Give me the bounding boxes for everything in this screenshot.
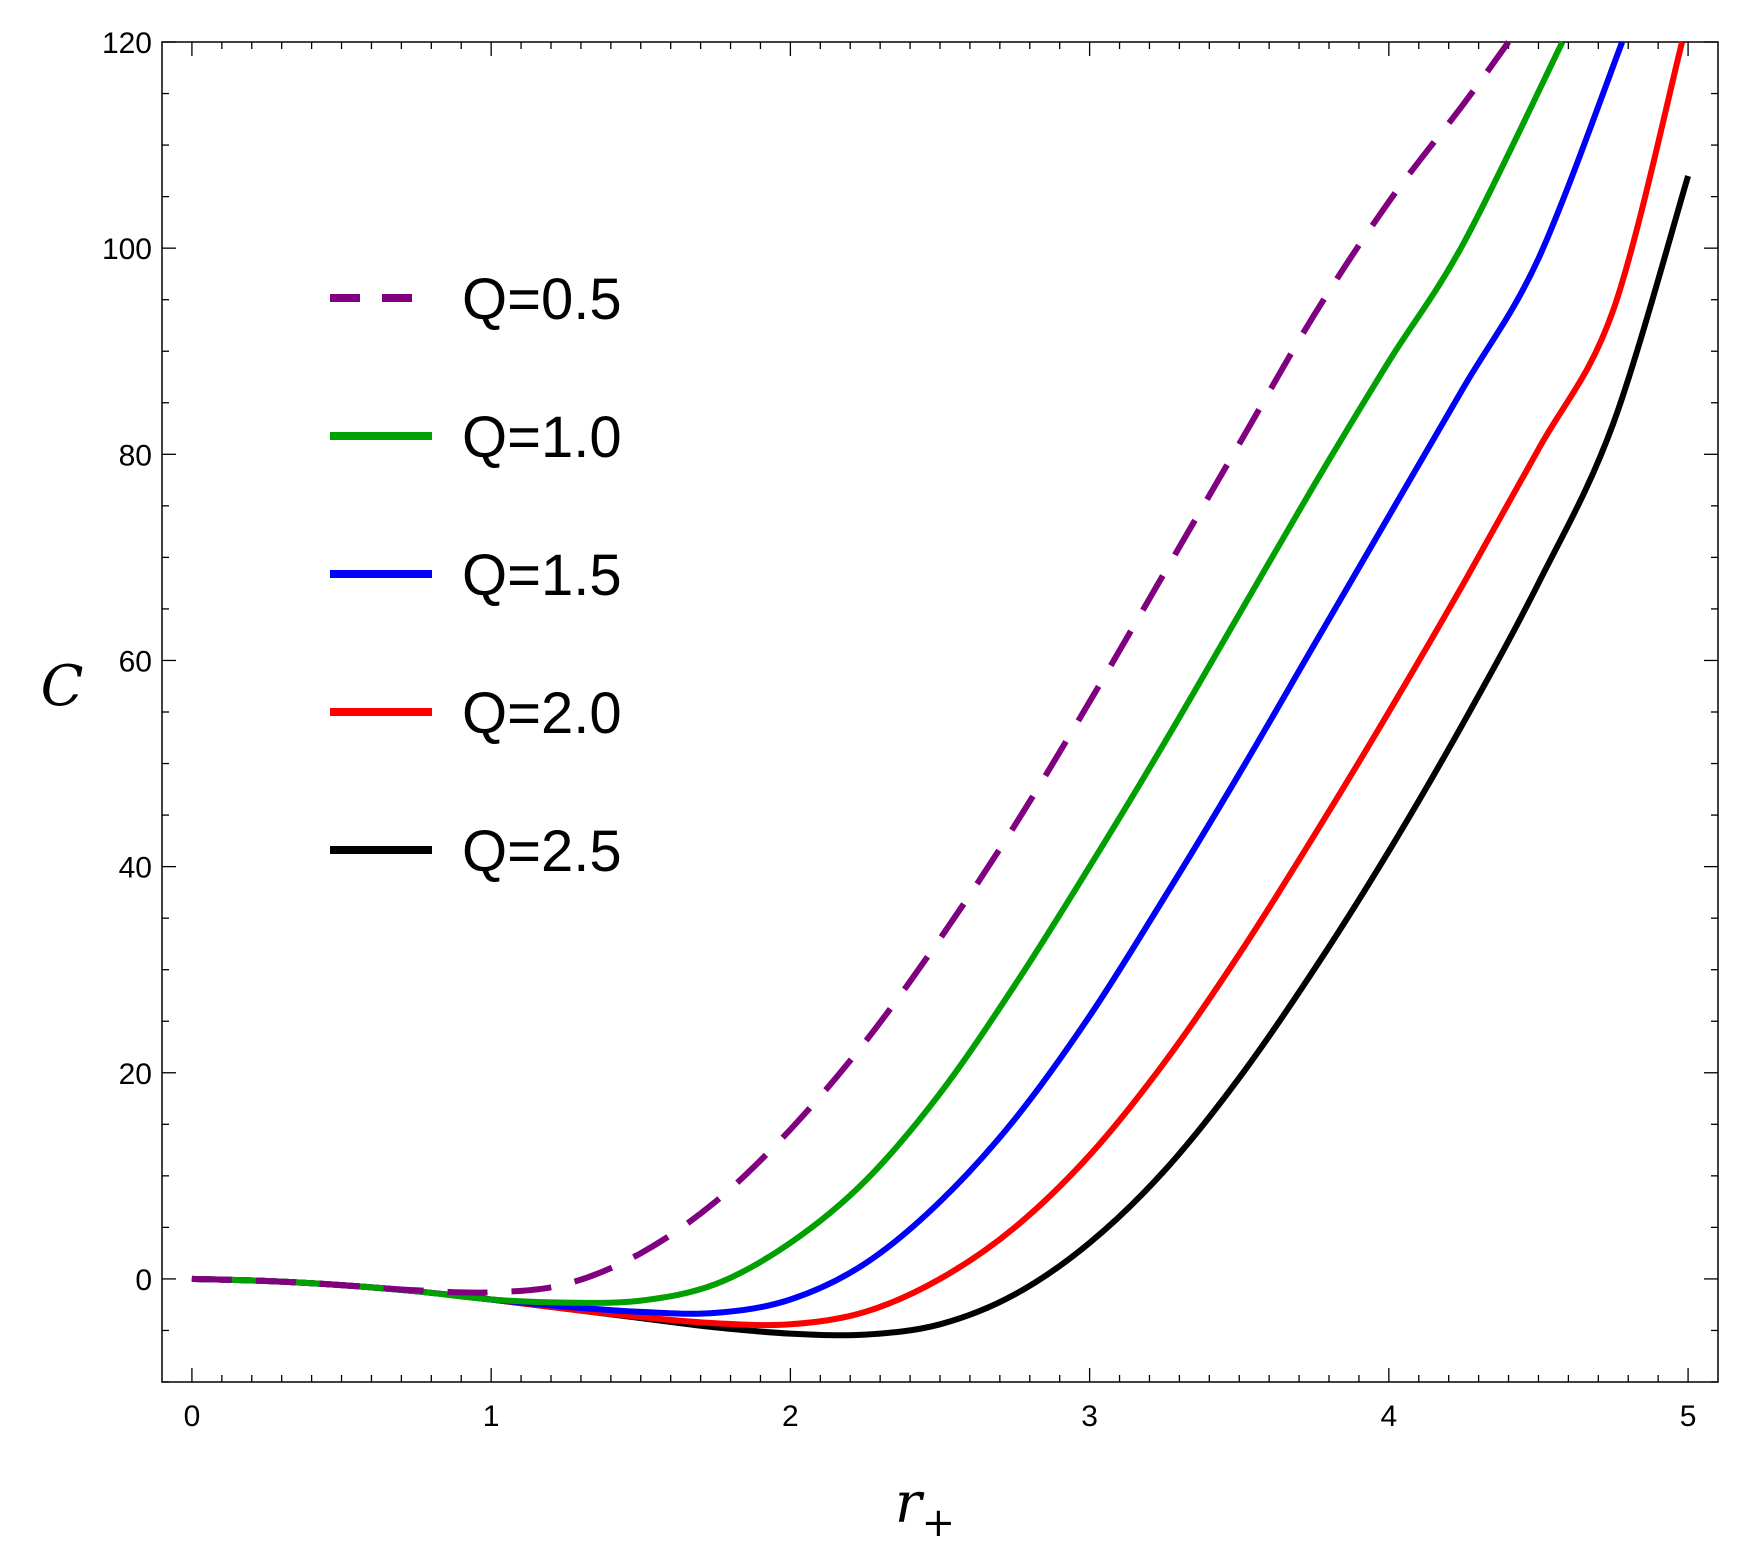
y-tick-label: 100 xyxy=(102,233,152,266)
series-line-2 xyxy=(191,40,1566,1306)
x-tick-label: 4 xyxy=(1381,1400,1398,1433)
axis-ticks xyxy=(162,41,1718,1383)
x-tick-label: 5 xyxy=(1680,1400,1697,1433)
legend-label: Q=0.5 xyxy=(462,267,622,332)
y-tick-label: 20 xyxy=(119,1058,152,1091)
y-tick-label: 120 xyxy=(102,27,152,60)
y-tick-label: 80 xyxy=(119,439,152,472)
legend-item: Q=0.5 xyxy=(330,267,622,332)
plot-area: 0 1 2 3 4 5 0 20 40 60 80 100 120 xyxy=(102,27,1719,1433)
legend-item: Q=1.5 xyxy=(330,543,622,608)
legend-label: Q=1.5 xyxy=(462,543,622,608)
x-axis-title: r+ xyxy=(895,1471,955,1546)
series-line-1 xyxy=(191,40,1511,1296)
x-tick-label: 0 xyxy=(184,1400,201,1433)
y-axis-title: C xyxy=(41,654,84,719)
series-line-4 xyxy=(191,41,1686,1329)
series-line-5 xyxy=(191,175,1691,1339)
y-tick-label: 0 xyxy=(135,1264,152,1297)
legend: Q=0.5 Q=1.0 Q=1.5 Q=2.0 Q=2.5 xyxy=(330,267,622,884)
x-tick-label: 3 xyxy=(1081,1400,1098,1433)
legend-label: Q=2.5 xyxy=(462,819,622,884)
y-tick-label: 60 xyxy=(119,645,152,678)
axis-tick-labels: 0 1 2 3 4 5 0 20 40 60 80 100 120 xyxy=(102,27,1696,1433)
legend-item: Q=1.0 xyxy=(330,405,622,470)
x-axis-title-subscript: + xyxy=(922,1500,956,1546)
legend-item: Q=2.5 xyxy=(330,819,622,884)
x-tick-label: 2 xyxy=(782,1400,799,1433)
x-axis-title-main: r xyxy=(895,1471,925,1536)
legend-item: Q=2.0 xyxy=(330,681,622,746)
legend-label: Q=1.0 xyxy=(462,405,622,470)
x-tick-label: 1 xyxy=(483,1400,500,1433)
legend-label: Q=2.0 xyxy=(462,681,622,746)
y-tick-label: 40 xyxy=(119,852,152,885)
series-lines xyxy=(191,40,1691,1339)
